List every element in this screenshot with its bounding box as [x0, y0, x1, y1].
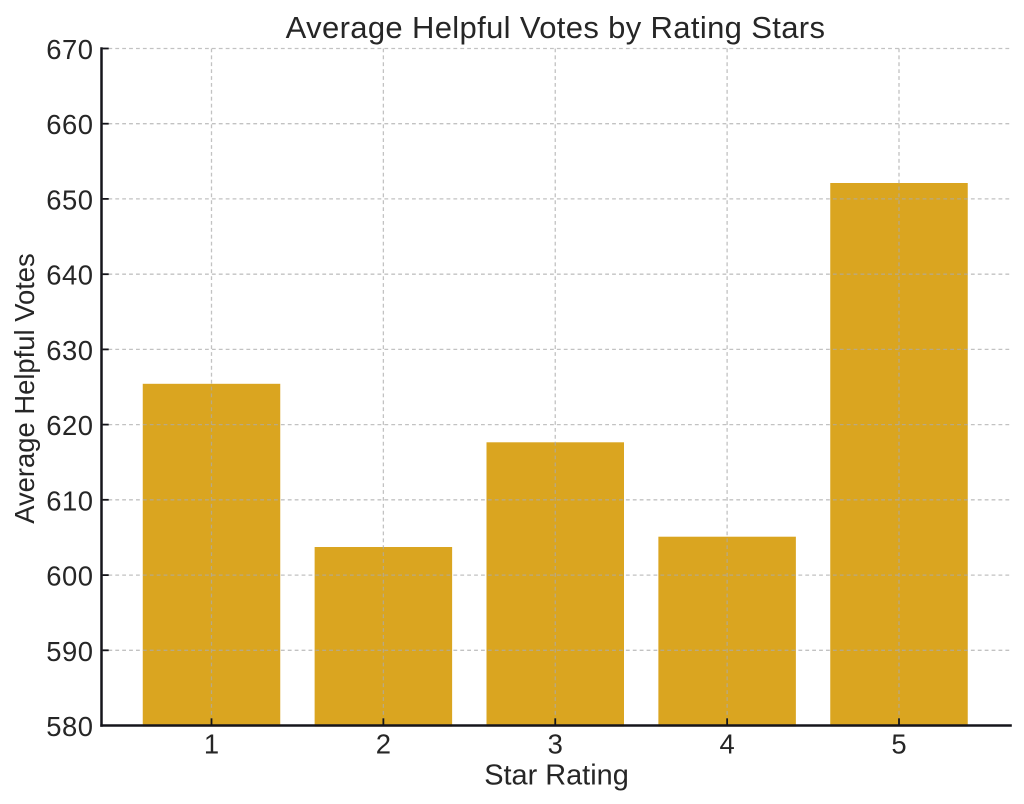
- svg-text:610: 610: [46, 485, 93, 516]
- svg-text:620: 620: [46, 410, 93, 441]
- svg-text:660: 660: [46, 109, 93, 140]
- svg-text:580: 580: [46, 711, 93, 742]
- svg-text:2: 2: [376, 728, 391, 759]
- svg-text:650: 650: [46, 184, 93, 215]
- svg-text:Average Helpful Votes: Average Helpful Votes: [9, 253, 40, 524]
- svg-text:670: 670: [46, 34, 93, 65]
- svg-text:5: 5: [891, 728, 906, 759]
- svg-text:1: 1: [204, 728, 219, 759]
- svg-text:590: 590: [46, 636, 93, 667]
- svg-text:630: 630: [46, 335, 93, 366]
- svg-text:600: 600: [46, 561, 93, 592]
- svg-text:640: 640: [46, 260, 93, 291]
- svg-text:3: 3: [548, 728, 563, 759]
- svg-text:Average Helpful Votes by Ratin: Average Helpful Votes by Rating Stars: [286, 10, 826, 45]
- svg-text:4: 4: [720, 728, 735, 759]
- svg-text:Star Rating: Star Rating: [484, 760, 629, 792]
